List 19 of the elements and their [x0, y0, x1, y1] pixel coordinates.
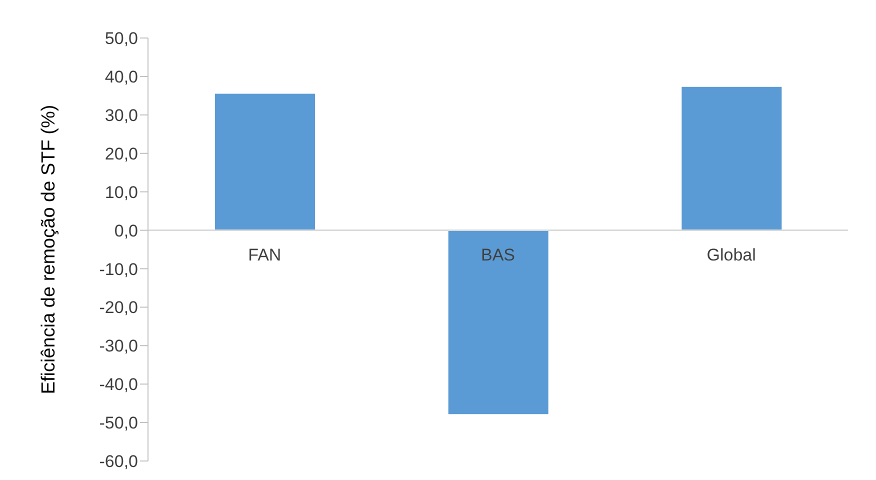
x-tick-label: BAS [480, 246, 516, 265]
y-tick-label: -20,0 [99, 298, 138, 318]
y-tick-label: -30,0 [99, 336, 138, 356]
y-tick-label: 30,0 [104, 106, 138, 125]
y-tick-label: -40,0 [99, 375, 138, 394]
y-tick-label: -10,0 [99, 260, 138, 279]
bar [682, 86, 782, 230]
y-tick-label: -50,0 [99, 414, 138, 433]
y-tick-label: -60,0 [99, 452, 138, 472]
y-tick-label: 40,0 [104, 67, 138, 86]
bar [448, 230, 548, 414]
y-tick-label: 20,0 [104, 144, 138, 164]
y-tick-label: 10,0 [104, 182, 138, 202]
y-axis-title: Eficiência de remoção de STF (%) [38, 104, 60, 394]
bar [215, 94, 315, 230]
y-tick-label: 50,0 [104, 29, 138, 48]
x-tick-label: FAN [248, 246, 282, 265]
x-tick-label: Global [706, 246, 756, 265]
y-tick-label: 0,0 [114, 221, 138, 240]
